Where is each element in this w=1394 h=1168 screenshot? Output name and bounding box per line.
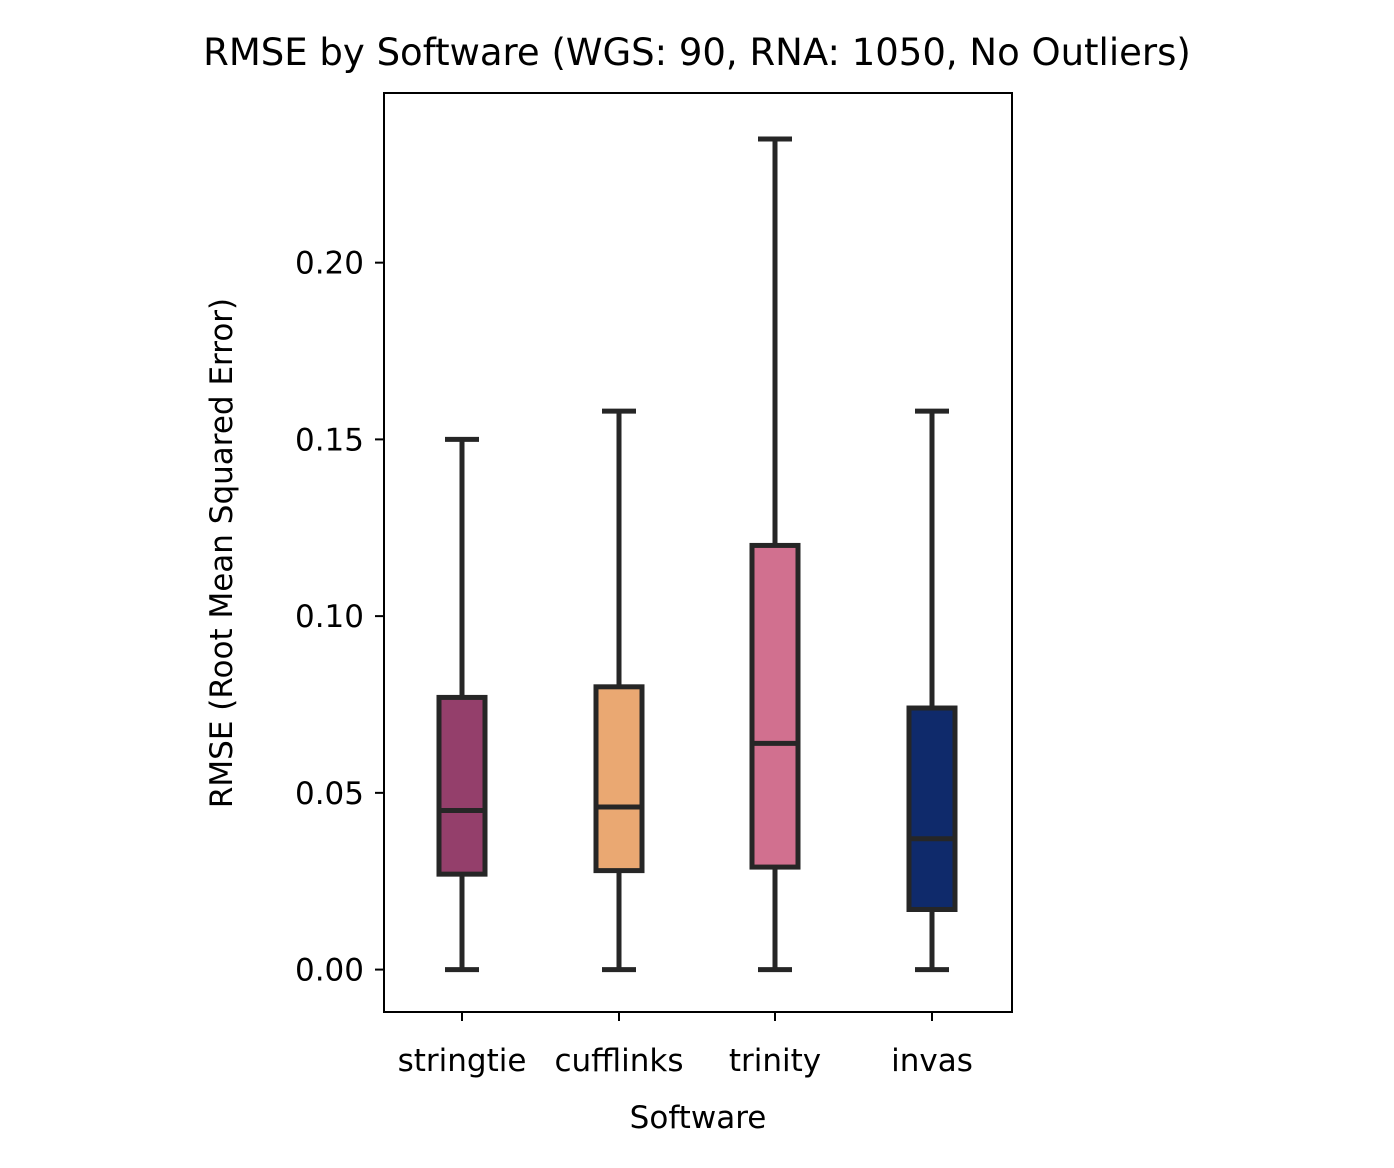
chart-title: RMSE by Software (WGS: 90, RNA: 1050, No… [203, 31, 1191, 74]
box-stringtie [436, 694, 488, 877]
x-tick-label-cufflinks: cufflinks [554, 1043, 683, 1079]
y-tick-label: 0.15 [295, 422, 364, 458]
axes-frame [383, 92, 1013, 1013]
y-tick-label: 0.20 [295, 246, 364, 282]
x-tick-label-invas: invas [891, 1043, 973, 1079]
y-tick-label: 0.05 [295, 776, 364, 812]
x-axis-label: Software [630, 1100, 767, 1136]
y-tick-label: 0.00 [295, 953, 364, 989]
y-tick-label: 0.10 [295, 599, 364, 635]
box-invas [906, 705, 958, 912]
plot-area: 0.00 0.05 0.10 0.15 0.20 stringtie cufflinks tr… [295, 136, 973, 1079]
y-axis-label: RMSE (Root Mean Squared Error) [204, 298, 240, 808]
x-tick-label-stringtie: stringtie [398, 1043, 527, 1079]
x-tick-label-trinity: trinity [729, 1043, 821, 1079]
box-trinity [749, 542, 801, 870]
box-cufflinks [593, 684, 645, 874]
